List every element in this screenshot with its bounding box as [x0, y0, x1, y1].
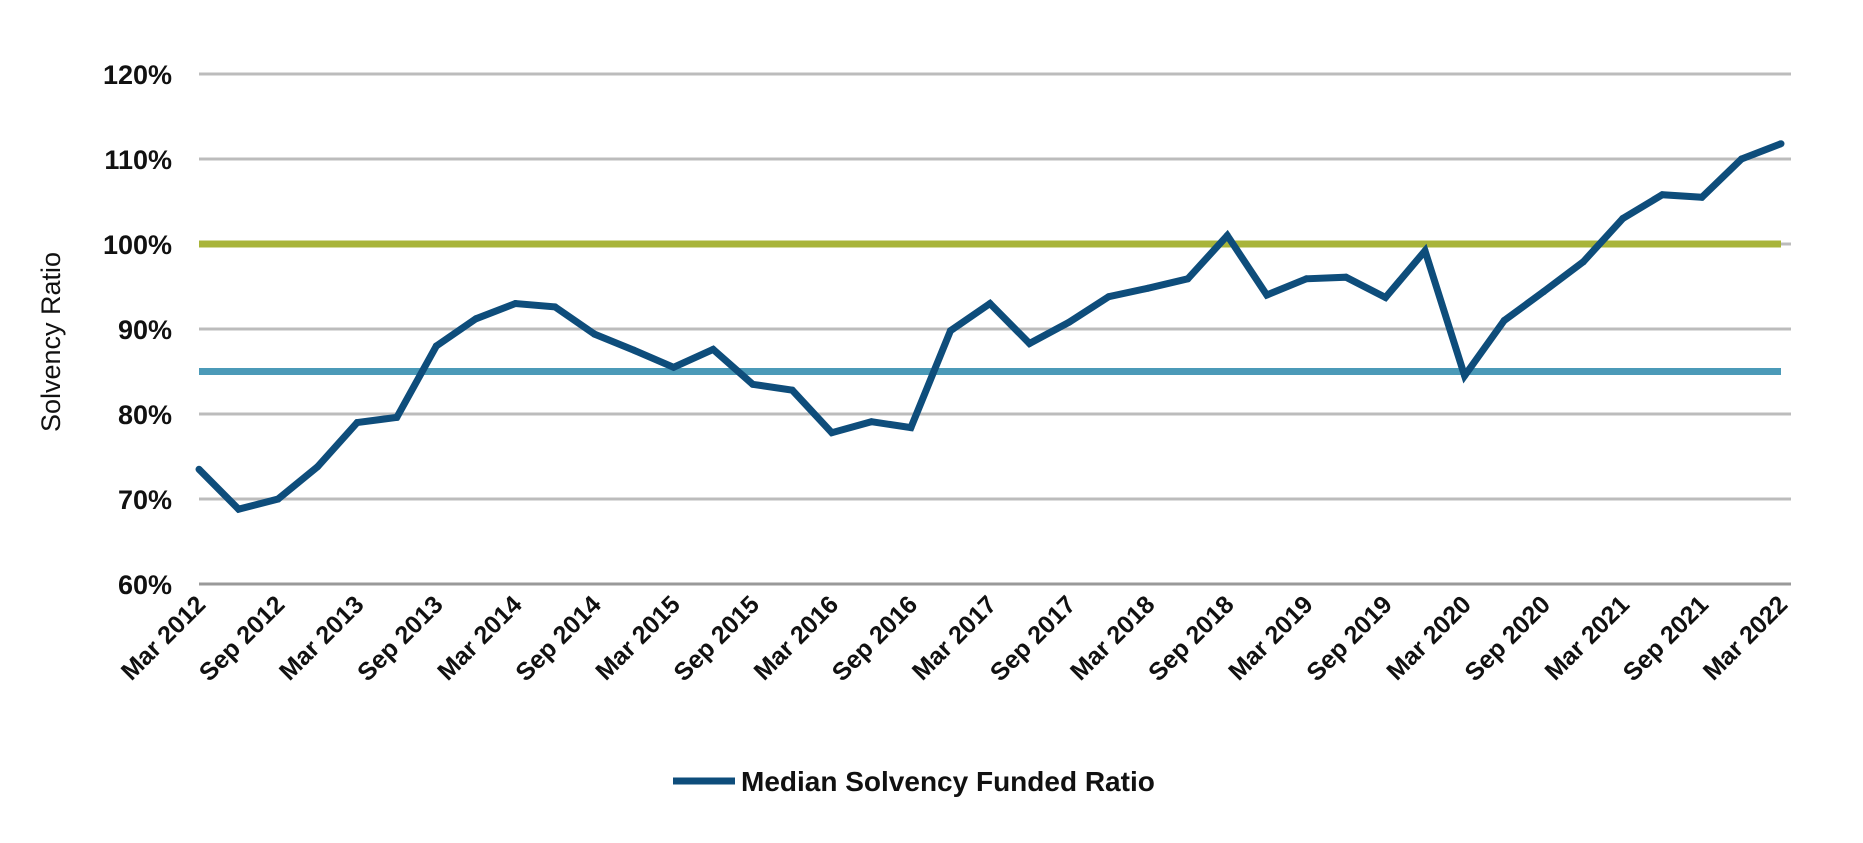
data-point [709, 345, 717, 353]
y-tick-label: 70% [118, 485, 172, 515]
data-point [591, 330, 598, 338]
data-point [1658, 191, 1666, 199]
x-tick-label: Sep 2015 [668, 590, 765, 687]
data-point [1579, 258, 1587, 266]
data-point [1698, 193, 1706, 201]
x-tick-label: Sep 2019 [1301, 590, 1397, 686]
x-tick-label: Mar 2017 [907, 590, 1002, 685]
y-tick-label: 90% [118, 315, 172, 345]
data-point [472, 315, 480, 323]
y-tick-label: 110% [104, 145, 172, 175]
x-tick-label: Mar 2012 [116, 590, 211, 685]
data-point [1302, 275, 1310, 283]
x-tick-label: Sep 2013 [352, 590, 448, 686]
data-point [1026, 340, 1033, 347]
x-tick-label: Sep 2021 [1618, 590, 1715, 687]
x-tick-label: Mar 2013 [274, 590, 369, 685]
y-tick-label: 80% [118, 400, 172, 430]
y-axis-ticks: 60% 70% 80% 90% 100% 110% 120% [103, 60, 172, 600]
data-point [511, 300, 519, 307]
data-point [1105, 293, 1113, 301]
data-point [947, 327, 954, 335]
y-axis-label: Solvency Ratio [36, 252, 66, 432]
data-point [1619, 215, 1627, 222]
data-point [749, 380, 757, 388]
x-tick-label: Sep 2017 [985, 590, 1081, 686]
x-tick-label: Sep 2016 [827, 590, 923, 686]
x-tick-label: Sep 2018 [1143, 590, 1240, 687]
x-tick-label: Mar 2019 [1223, 590, 1318, 685]
data-point [1738, 155, 1745, 163]
legend: Median Solvency Funded Ratio [673, 766, 1155, 797]
data-point [1777, 140, 1785, 148]
data-point [1421, 247, 1429, 255]
data-point [1263, 291, 1271, 299]
data-point [1461, 372, 1469, 380]
data-point [630, 346, 638, 354]
data-point [907, 424, 915, 432]
x-tick-label: Sep 2012 [194, 590, 290, 686]
reference-lines [199, 240, 1781, 375]
x-tick-label: Sep 2020 [1459, 590, 1555, 686]
data-point [1500, 317, 1508, 324]
grid-layer [199, 72, 1791, 586]
data-point [670, 363, 678, 371]
y-tick-label: 60% [118, 570, 172, 600]
data-point [1184, 275, 1192, 283]
series-layer [195, 140, 1785, 514]
data-point [1540, 288, 1548, 296]
data-point [393, 413, 401, 421]
data-point [828, 429, 836, 437]
data-point [1065, 318, 1073, 326]
data-point [788, 386, 796, 394]
x-tick-label: Mar 2022 [1698, 590, 1793, 685]
data-point [986, 300, 994, 307]
y-tick-label: 100% [103, 230, 172, 260]
series-line-median-solvency-funded-ratio [196, 140, 1783, 514]
x-tick-label: Mar 2016 [749, 590, 844, 685]
data-point [551, 303, 559, 311]
data-point [1144, 284, 1152, 292]
data-point [867, 418, 875, 426]
data-point [353, 419, 361, 426]
data-point [195, 465, 203, 473]
data-point [235, 505, 243, 513]
data-point [1342, 273, 1350, 281]
data-point [1223, 232, 1231, 239]
data-point [432, 342, 440, 350]
legend-label-median-solvency: Median Solvency Funded Ratio [741, 766, 1155, 797]
data-point [1382, 294, 1389, 301]
y-tick-label: 120% [103, 60, 172, 90]
x-tick-label: Sep 2014 [510, 590, 607, 687]
data-point [274, 495, 282, 503]
data-point [314, 463, 322, 471]
x-tick-label: Mar 2020 [1381, 590, 1476, 685]
